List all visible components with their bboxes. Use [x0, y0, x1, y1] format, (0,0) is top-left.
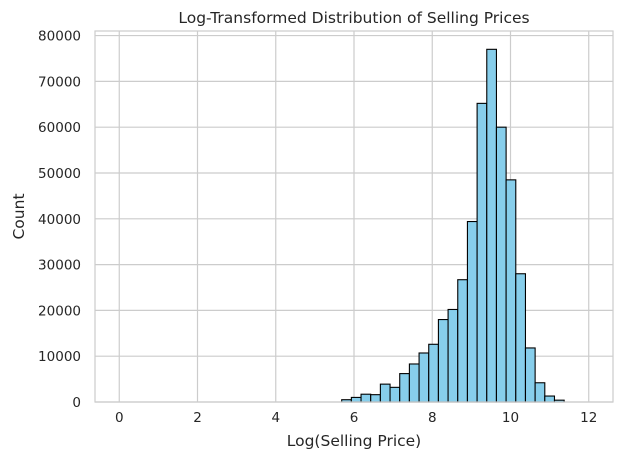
plot-frame [94, 30, 614, 403]
histogram-bar [476, 102, 488, 403]
x-tick-label: 6 [350, 410, 359, 426]
histogram-bar [399, 373, 410, 403]
x-tick-label: 8 [428, 410, 437, 426]
histogram-bar [408, 363, 420, 403]
y-tick-label: 10000 [38, 349, 81, 365]
x-tick-label: 0 [115, 410, 124, 426]
histogram-bar [544, 395, 556, 403]
histogram-bar [486, 48, 497, 403]
histogram-bar [466, 220, 478, 403]
histogram-bar [505, 179, 517, 403]
x-tick-label: 2 [193, 410, 202, 426]
y-tick-label: 40000 [38, 212, 81, 228]
histogram-bar [534, 382, 546, 403]
y-tick-label: 30000 [38, 258, 81, 274]
y-tick-label: 60000 [38, 120, 81, 136]
y-tick-label: 50000 [38, 166, 81, 182]
histogram-bars [341, 48, 565, 403]
histogram-bar [437, 319, 449, 403]
histogram-bar [350, 396, 362, 403]
x-tick-label: 12 [580, 410, 597, 426]
histogram-bar [379, 383, 391, 403]
x-axis-label: Log(Selling Price) [287, 432, 421, 450]
histogram-bar [457, 279, 468, 403]
x-tick-label: 4 [271, 410, 280, 426]
x-tick-label: 10 [502, 410, 519, 426]
histogram-bar [515, 273, 527, 403]
x-tick-labels: 0 2 4 6 8 10 12 [115, 410, 597, 426]
histogram-bar [360, 393, 372, 403]
histogram-bar [495, 126, 507, 403]
y-tick-label: 70000 [38, 74, 81, 90]
y-tick-label: 80000 [38, 29, 81, 45]
histogram-bar [447, 308, 459, 403]
histogram-bar [428, 343, 439, 403]
y-axis-label: Count [10, 193, 28, 239]
chart-title: Log-Transformed Distribution of Selling … [178, 9, 529, 27]
histogram-bar [389, 386, 401, 403]
y-tick-label: 0 [72, 395, 81, 411]
histogram-bar [370, 394, 381, 403]
histogram-bar [418, 352, 430, 403]
grid-lines [95, 31, 613, 403]
y-tick-label: 20000 [38, 303, 81, 319]
histogram-bar [524, 347, 536, 403]
y-tick-labels: 0 10000 20000 30000 40000 50000 60000 70000 8000… [38, 29, 81, 411]
